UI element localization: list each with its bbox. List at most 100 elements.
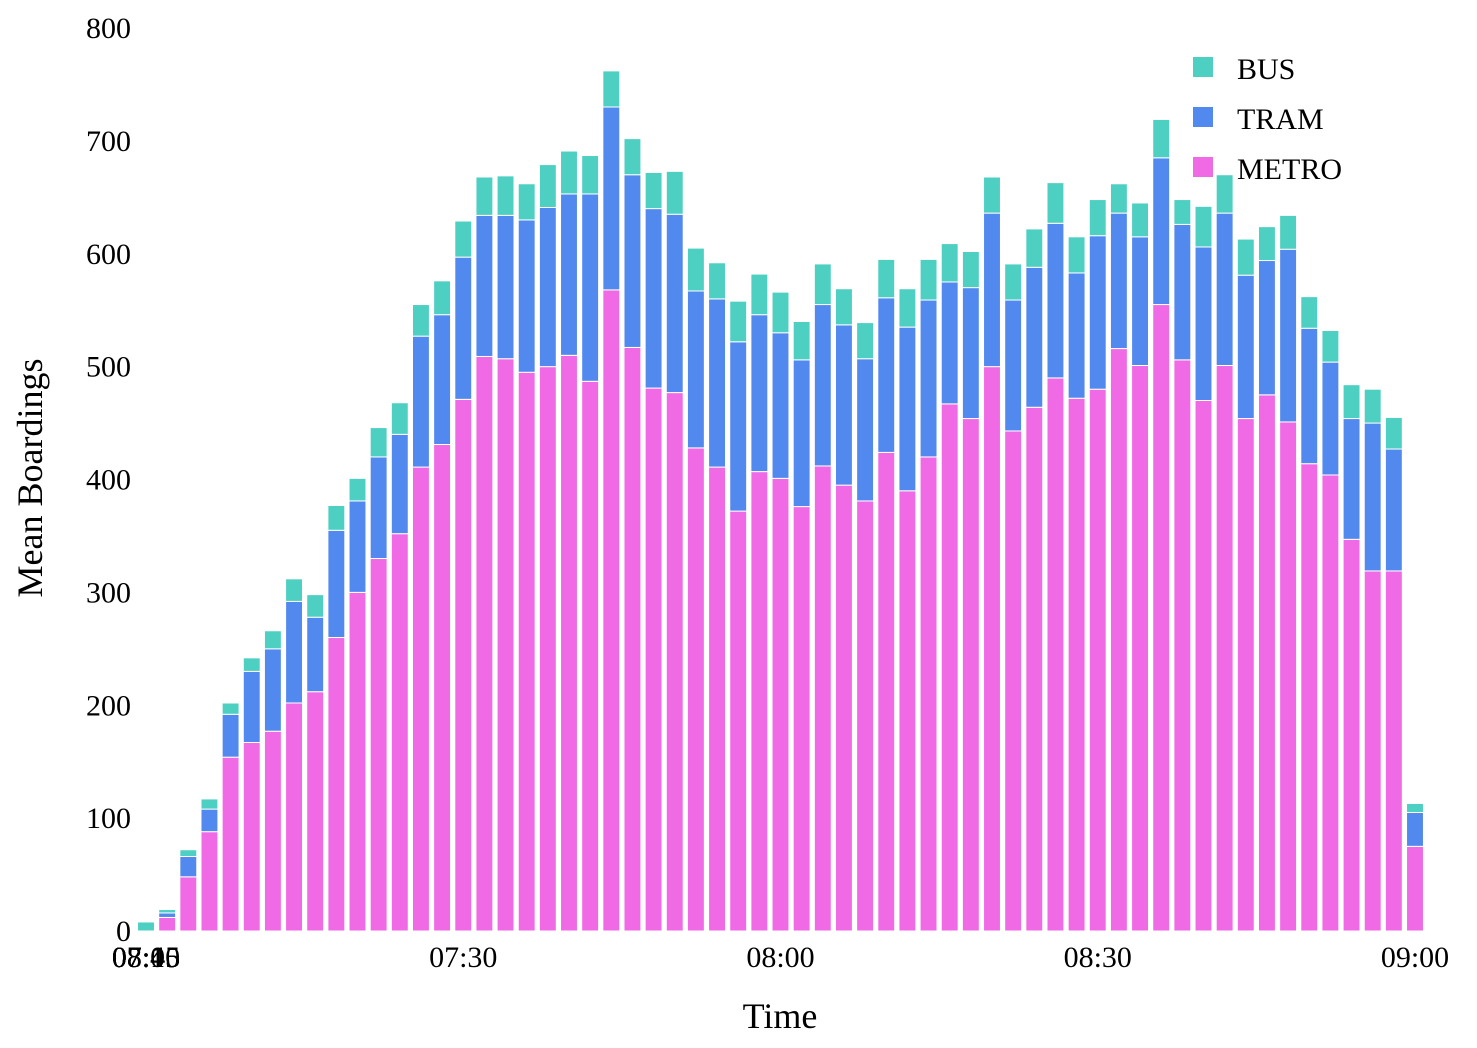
bar-metro xyxy=(813,465,832,932)
bar-tram xyxy=(686,290,705,449)
bar-tram xyxy=(1131,236,1150,366)
bar-tram xyxy=(877,297,896,453)
bar-tram xyxy=(729,341,748,512)
x-tick-label: 08:30 xyxy=(1064,941,1132,974)
x-tick-label: 08:45 xyxy=(112,941,180,974)
bar-metro xyxy=(856,500,875,932)
bar-metro xyxy=(983,366,1001,932)
bar-tram xyxy=(961,287,980,420)
bar-tram xyxy=(919,299,938,458)
legend-swatch-metro xyxy=(1193,157,1213,177)
legend-swatch-tram xyxy=(1193,107,1213,127)
bar-metro xyxy=(242,741,261,932)
bar-bus xyxy=(961,250,980,289)
x-tick-label: 07:30 xyxy=(429,941,497,974)
bar-tram xyxy=(158,912,177,918)
bar-metro xyxy=(200,831,219,932)
bar-tram xyxy=(792,359,811,508)
bar-metro xyxy=(1406,845,1424,932)
bar-bus xyxy=(538,164,557,208)
bar-metro xyxy=(1194,399,1213,932)
bar-tram xyxy=(1363,422,1382,572)
bar-metro xyxy=(686,447,705,932)
bar-metro xyxy=(771,477,790,932)
bar-tram xyxy=(665,213,684,394)
bar-bus xyxy=(1363,388,1382,424)
bar-metro xyxy=(1384,570,1403,932)
bar-metro xyxy=(517,371,536,932)
bar-bus xyxy=(834,288,853,326)
bar-bus xyxy=(1046,182,1065,224)
bar-bus xyxy=(877,258,896,299)
bar-metro xyxy=(1025,406,1044,932)
bar-bus xyxy=(454,220,473,258)
bar-metro xyxy=(454,398,473,932)
bar-tram xyxy=(1236,274,1255,420)
bar-metro xyxy=(327,637,346,932)
bar-metro xyxy=(263,730,282,932)
bar-metro xyxy=(1363,570,1382,932)
bar-metro xyxy=(411,466,430,932)
bar-bus xyxy=(1025,228,1044,268)
bar-bus xyxy=(560,150,578,195)
bar-tram xyxy=(263,648,282,732)
bar-tram xyxy=(327,529,346,639)
bar-metro xyxy=(877,451,896,932)
bar-bus xyxy=(1109,183,1128,214)
bar-metro xyxy=(708,466,727,932)
bar-bus xyxy=(306,594,325,618)
bar-tram xyxy=(1279,248,1298,423)
bar-tram xyxy=(856,358,875,502)
y-axis-ticks: 0 100 200 300 400 500 600 700 800 xyxy=(86,12,131,948)
bar-bus xyxy=(919,258,938,301)
legend-label-metro: METRO xyxy=(1237,153,1342,186)
bar-tram xyxy=(834,324,853,486)
bar-bus xyxy=(1215,174,1234,214)
bar-bus xyxy=(1300,296,1319,329)
bar-bus xyxy=(200,798,219,810)
bar-tram xyxy=(285,600,304,704)
bar-bus xyxy=(1173,199,1192,225)
bar-tram xyxy=(750,314,769,473)
bar-bus xyxy=(263,630,282,650)
bar-tram xyxy=(433,314,452,446)
bar-metro xyxy=(221,756,240,932)
y-tick-label: 500 xyxy=(86,351,131,384)
bar-tram xyxy=(1152,157,1171,306)
bar-tram xyxy=(898,326,917,492)
y-tick-label: 800 xyxy=(86,12,131,45)
bar-tram xyxy=(475,214,494,357)
bar-metro xyxy=(390,533,409,932)
bar-tram xyxy=(602,106,621,291)
bar-tram xyxy=(1067,272,1086,399)
bar-metro xyxy=(433,444,452,932)
y-tick-label: 0 xyxy=(116,915,131,948)
legend-label-bus: BUS xyxy=(1237,53,1295,86)
bar-tram xyxy=(581,193,600,382)
bar-tram xyxy=(983,212,1001,368)
bar-tram xyxy=(1025,266,1044,408)
bar-metro xyxy=(179,876,198,932)
bar-bus xyxy=(898,288,917,328)
bar-metro xyxy=(1067,397,1086,932)
bar-bus xyxy=(1004,263,1023,301)
y-tick-label: 700 xyxy=(86,125,131,158)
bar-bus xyxy=(285,578,304,602)
bar-tram xyxy=(306,616,325,693)
bar-tram xyxy=(179,856,198,878)
bar-metro xyxy=(369,558,388,932)
bar-bus xyxy=(1342,384,1361,420)
bar-metro xyxy=(1321,474,1340,932)
y-axis-label: Mean Boardings xyxy=(10,359,50,598)
bar-bus xyxy=(158,909,177,914)
bar-tram xyxy=(708,298,727,468)
bar-bus xyxy=(1067,236,1086,274)
bar-bus xyxy=(517,183,536,221)
bar-tram xyxy=(644,208,663,389)
bar-tram xyxy=(1300,327,1319,465)
bar-tram xyxy=(940,281,959,405)
bar-bus xyxy=(686,247,705,292)
bar-metro xyxy=(792,506,811,932)
